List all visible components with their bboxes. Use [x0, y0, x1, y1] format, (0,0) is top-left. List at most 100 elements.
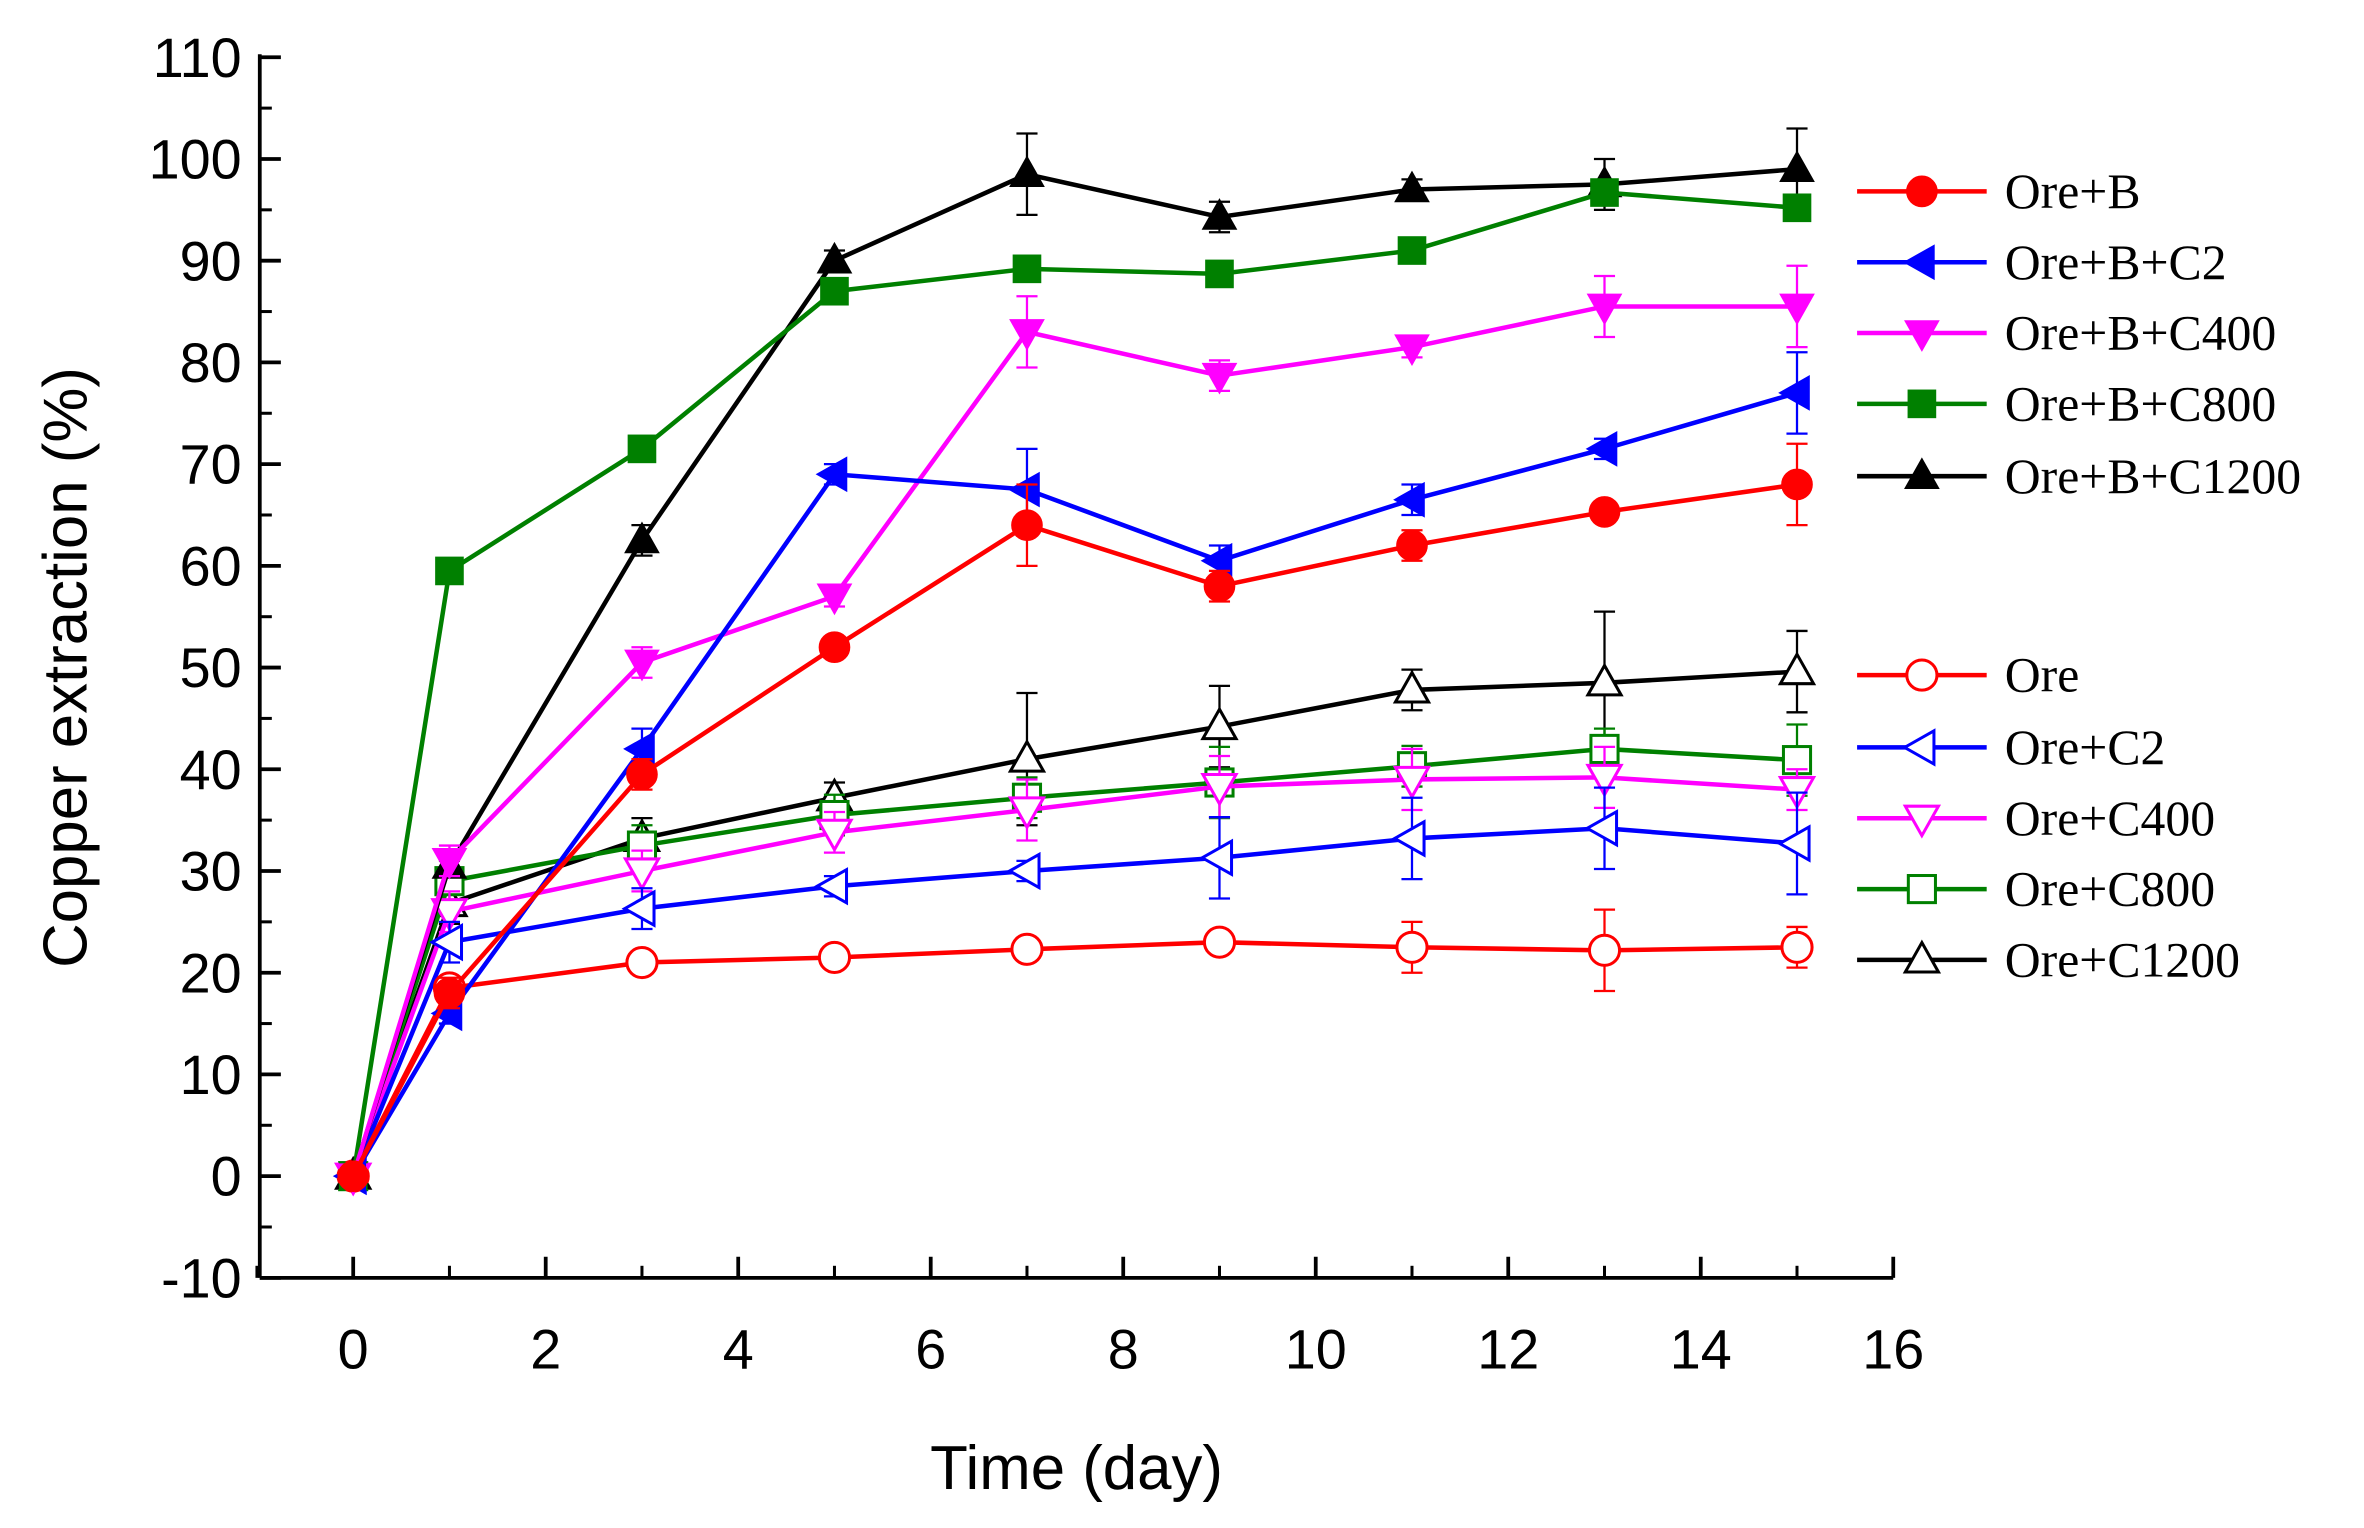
marker-triangle-left	[1584, 809, 1619, 848]
marker-triangle-left	[623, 731, 655, 767]
marker-triangle-up	[1902, 939, 1942, 974]
legend-entry: Ore+B+C800	[1857, 376, 2276, 431]
marker-triangle-left	[1776, 824, 1811, 863]
x-tick-label: 14	[1670, 1318, 1732, 1380]
marker-triangle-up	[1201, 198, 1238, 230]
series-line	[351, 746, 1798, 1177]
marker-triangle-up	[1200, 706, 1239, 741]
marker-square	[1012, 254, 1042, 284]
marker-triangle-left	[621, 889, 656, 928]
legend-label: Ore+B	[2005, 164, 2141, 219]
marker-square	[820, 276, 849, 306]
y-tick-label: 80	[180, 332, 242, 394]
series-ore	[336, 908, 1814, 1193]
series-ore-b-c1200	[335, 127, 1815, 1189]
legend-label: Ore+B+C800	[2005, 376, 2277, 431]
x-tick-label: 10	[1285, 1318, 1347, 1380]
marker-triangle-up	[1904, 457, 1940, 489]
marker-square	[1906, 874, 1937, 905]
legend-label: Ore+C2	[2005, 720, 2166, 775]
series-ore-b-c2	[334, 351, 1810, 1195]
legend-entry: Ore+C1200	[1857, 932, 2240, 987]
marker-circle	[626, 758, 658, 791]
x-tick-label: 12	[1477, 1318, 1539, 1380]
series-line	[351, 826, 1798, 1177]
marker-triangle-up	[1777, 651, 1817, 686]
legend-label: Ore+B+C1200	[2005, 449, 2301, 504]
marker-triangle-left	[1008, 471, 1040, 508]
x-tick-label: 8	[1108, 1318, 1139, 1380]
marker-triangle-down	[1009, 319, 1045, 351]
marker-triangle-left	[815, 456, 848, 493]
marker-triangle-left	[814, 867, 849, 906]
legend-entry: Ore+C800	[1857, 862, 2215, 917]
marker-triangle-down	[1200, 773, 1239, 807]
y-tick-label: 110	[153, 27, 242, 89]
series-line	[351, 390, 1798, 1178]
marker-triangle-up	[1392, 669, 1432, 704]
y-tick-label: 60	[180, 535, 242, 597]
marker-circle	[817, 940, 852, 975]
marker-triangle-down	[1902, 804, 1942, 839]
marker-circle	[1203, 570, 1236, 603]
marker-circle	[1906, 175, 1938, 208]
marker-triangle-up	[1585, 662, 1624, 697]
x-tick-label: 6	[915, 1318, 946, 1380]
axes: -10 0 10 20 30 40 50 60 70 80 90 100 110 0 2 4 6 8 10 12 14 1…	[149, 27, 1925, 1380]
y-tick-label: 100	[149, 129, 242, 191]
marker-square	[1782, 193, 1812, 223]
legend-entry: Ore	[1857, 648, 2079, 703]
y-axis-label: Copper extraction (%)	[31, 367, 100, 968]
y-tick-label: 30	[180, 841, 242, 903]
y-tick-label: -10	[161, 1247, 242, 1309]
x-tick-label: 16	[1862, 1318, 1924, 1380]
marker-triangle-up	[1007, 738, 1047, 773]
legend: Ore+B Ore+B+C2 Ore+B+C400 Ore+B+C800 Ore+B+C…	[1857, 164, 2301, 987]
marker-circle	[1202, 925, 1237, 959]
marker-triangle-left	[1200, 542, 1233, 579]
marker-circle	[625, 945, 659, 980]
marker-triangle-left	[1391, 819, 1426, 858]
marker-square	[1907, 389, 1937, 419]
marker-square	[1590, 178, 1619, 207]
series-line	[351, 775, 1798, 1177]
marker-triangle-left	[1903, 244, 1935, 281]
marker-triangle-up	[624, 521, 660, 554]
x-tick-label: 4	[723, 1318, 754, 1380]
marker-triangle-down	[1779, 293, 1815, 326]
legend-label: Ore+B+C2	[2005, 235, 2227, 290]
marker-triangle-down	[431, 848, 468, 880]
legend-label: Ore+C400	[2005, 791, 2215, 846]
x-tick-label: 0	[338, 1318, 369, 1380]
marker-triangle-up	[1779, 150, 1815, 182]
series-ore-c2	[332, 786, 1811, 1196]
marker-circle	[1011, 509, 1043, 541]
series-line	[351, 669, 1798, 1177]
marker-circle	[818, 631, 851, 664]
marker-triangle-down	[815, 818, 854, 853]
marker-triangle-up	[1009, 155, 1045, 188]
marker-triangle-left	[1901, 728, 1936, 767]
marker-triangle-left	[1006, 851, 1041, 891]
legend-entry: Ore+B+C2	[1857, 235, 2227, 290]
legend-entry: Ore+B+C1200	[1857, 449, 2301, 504]
y-tick-label: 50	[180, 637, 242, 699]
series-group	[332, 127, 1817, 1197]
y-tick-label: 0	[211, 1146, 242, 1208]
marker-triangle-down	[1392, 765, 1432, 800]
legend-label: Ore+C1200	[2005, 932, 2240, 987]
marker-triangle-down	[624, 649, 660, 682]
marker-triangle-down	[1585, 763, 1624, 798]
legend-entry: Ore+B+C400	[1857, 306, 2276, 361]
y-tick-label: 20	[180, 942, 242, 1004]
marker-triangle-left	[429, 923, 464, 962]
legend-label: Ore	[2005, 648, 2080, 703]
marker-circle	[1780, 930, 1814, 964]
marker-circle	[1781, 468, 1813, 501]
legend-label: Ore+C800	[2005, 862, 2215, 917]
marker-triangle-left	[1585, 431, 1618, 467]
series-line	[351, 304, 1798, 1177]
marker-triangle-down	[1586, 293, 1623, 326]
series-line	[351, 166, 1798, 1177]
